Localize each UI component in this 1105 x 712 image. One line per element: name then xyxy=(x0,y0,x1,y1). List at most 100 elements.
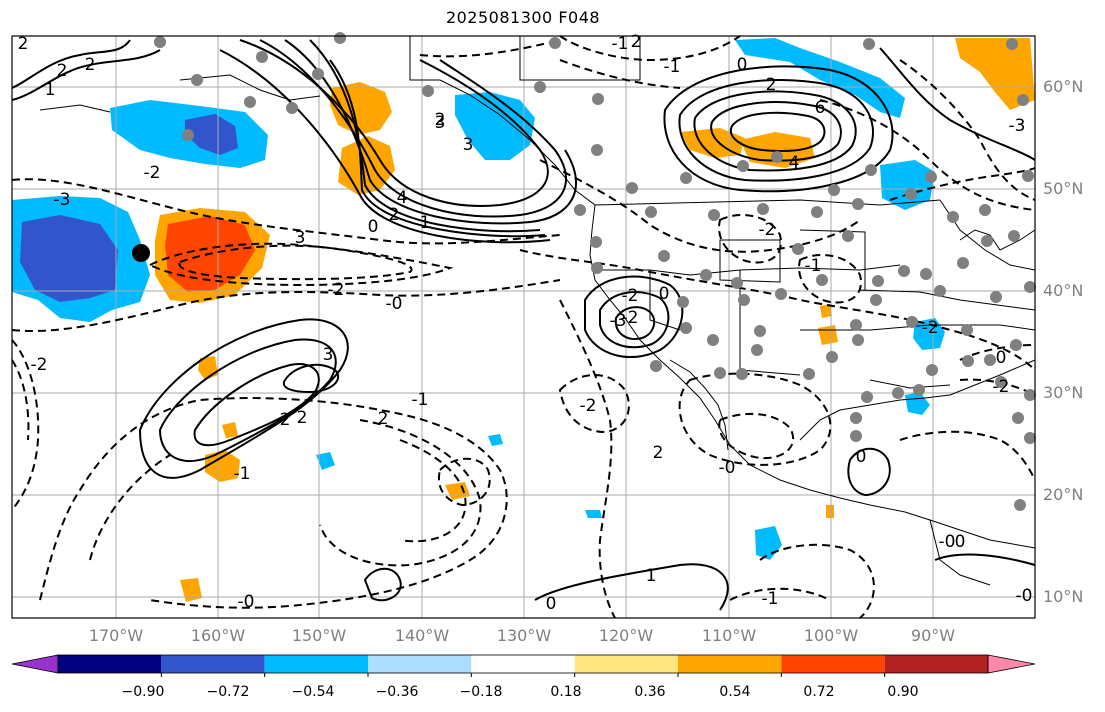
colorbar xyxy=(11,654,1036,677)
colorbar-segment xyxy=(678,655,782,673)
contour-label: 2 xyxy=(57,61,68,81)
lat-label: 10°N xyxy=(1043,587,1084,606)
contour-label: -1 xyxy=(664,57,681,77)
contour-label: -0 xyxy=(238,592,255,612)
contour-label: -2 xyxy=(328,280,345,300)
map-frame xyxy=(11,35,1036,619)
colorbar-segment xyxy=(574,655,678,673)
colorbar-tick-label: 0.18 xyxy=(550,684,582,700)
contour-label: 1 xyxy=(420,213,431,233)
contour-label: -2 xyxy=(922,318,939,338)
contour-label: -0 xyxy=(386,294,403,314)
colorbar-tick-label: 0.36 xyxy=(634,684,666,700)
contour-label: 3 xyxy=(463,135,474,155)
contour-label: 2 xyxy=(18,34,29,54)
contour-label: 1 xyxy=(45,80,56,100)
colorbar-tick-label: 0.90 xyxy=(887,684,919,700)
colorbar-tick-label: −0.18 xyxy=(459,684,503,700)
anomaly-fill-orange xyxy=(205,450,240,482)
colorbar-tick-label: 0.54 xyxy=(719,684,751,700)
lon-label: 160°W xyxy=(190,626,246,645)
lon-label: 170°W xyxy=(88,626,144,645)
station-dots xyxy=(154,32,1036,511)
anomaly-fill-blue xyxy=(455,92,535,160)
contour-label: 2 xyxy=(653,443,664,463)
colorbar-segment xyxy=(264,655,368,673)
contour-label: -2 xyxy=(993,377,1010,397)
anomaly-fill-orange xyxy=(180,578,202,602)
lat-label: 50°N xyxy=(1043,179,1084,198)
contour-label: -2 xyxy=(622,286,639,306)
contour-label: -0 xyxy=(719,458,736,478)
contour-label: 2 xyxy=(280,410,291,430)
anomaly-fill-blue xyxy=(735,38,905,118)
lon-label: 130°W xyxy=(496,626,552,645)
contour-label: 0 xyxy=(659,284,670,304)
contour-label: 0 xyxy=(368,217,379,237)
contour-label: -0 xyxy=(939,532,956,552)
colorbar-tick-label: 0.72 xyxy=(803,684,835,700)
contour-label: -1 xyxy=(762,589,779,609)
colorbar-tick-label: −0.72 xyxy=(206,684,250,700)
contour-label: -1 xyxy=(234,464,251,484)
contour-label: 0 xyxy=(737,55,748,75)
lon-label: 100°W xyxy=(803,626,859,645)
contour-label: 2 xyxy=(389,205,400,225)
lon-label: 150°W xyxy=(291,626,347,645)
colorbar-segment xyxy=(781,655,885,673)
anomaly-fill-orange xyxy=(955,38,1035,110)
contour-label: -3 xyxy=(54,190,71,210)
colorbar-segment xyxy=(884,655,988,673)
contour-label: 2 xyxy=(378,409,389,429)
contour-label: 0 xyxy=(856,447,867,467)
contour-label: -3 xyxy=(610,311,627,331)
lon-label: 140°W xyxy=(394,626,450,645)
lon-label: 120°W xyxy=(598,626,654,645)
contour-label: 2 xyxy=(631,32,642,52)
contour-label: 2 xyxy=(297,408,308,428)
contour-label: 0 xyxy=(996,348,1007,368)
contour-label: 3 xyxy=(323,345,334,365)
contours-positive xyxy=(11,39,1036,611)
contour-label: -2 xyxy=(759,220,776,240)
colorbar-tick-label: −0.90 xyxy=(121,684,165,700)
contour-label: -2 xyxy=(622,308,639,328)
contour-label: -1 xyxy=(412,390,429,410)
contour-label: 2 xyxy=(435,110,446,130)
contour-label: -3 xyxy=(1009,116,1026,136)
colorbar-segment xyxy=(58,655,162,673)
lat-label: 20°N xyxy=(1043,485,1084,504)
colorbar-frame xyxy=(57,654,989,674)
contour-label: -1 xyxy=(805,256,822,276)
contour-label: 4 xyxy=(789,153,800,173)
anomaly-fill-orange xyxy=(222,422,238,438)
contour-label: 0 xyxy=(955,532,966,552)
contour-label: -2 xyxy=(31,355,48,375)
contour-label-layer: 22132342103-2-3-2-03222-12-2-0-1010-2-2-… xyxy=(18,32,1033,614)
anomaly-fill-blue xyxy=(585,510,602,518)
marker-dot xyxy=(132,244,150,262)
anomaly-fill-darkblue xyxy=(185,114,238,155)
colorbar-extend-right xyxy=(987,654,1036,674)
contour-label: 0 xyxy=(546,594,557,614)
anomaly-fill-blue xyxy=(880,160,935,210)
contour-label: -2 xyxy=(580,396,597,416)
contour-label: -1 xyxy=(612,34,629,54)
contour-label: 4 xyxy=(397,188,408,208)
contour-label: 2 xyxy=(85,55,96,75)
colorbar-extend-left xyxy=(11,654,59,674)
colorbar-segment xyxy=(368,655,472,673)
contour-label: 3 xyxy=(435,113,446,133)
lon-label: 110°W xyxy=(701,626,757,645)
contour-label: -2 xyxy=(144,163,161,183)
anomaly-fill-orange xyxy=(820,304,832,318)
anomaly-fill-darkblue xyxy=(20,215,118,302)
colorbar-tick-label: −0.54 xyxy=(291,684,335,700)
contour-label: 3 xyxy=(295,228,306,248)
lat-label: 30°N xyxy=(1043,383,1084,402)
lon-label: 90°W xyxy=(910,626,956,645)
contour-label: 1 xyxy=(646,566,657,586)
contour-label: 2 xyxy=(766,75,777,95)
colorbar-segment xyxy=(161,655,265,673)
